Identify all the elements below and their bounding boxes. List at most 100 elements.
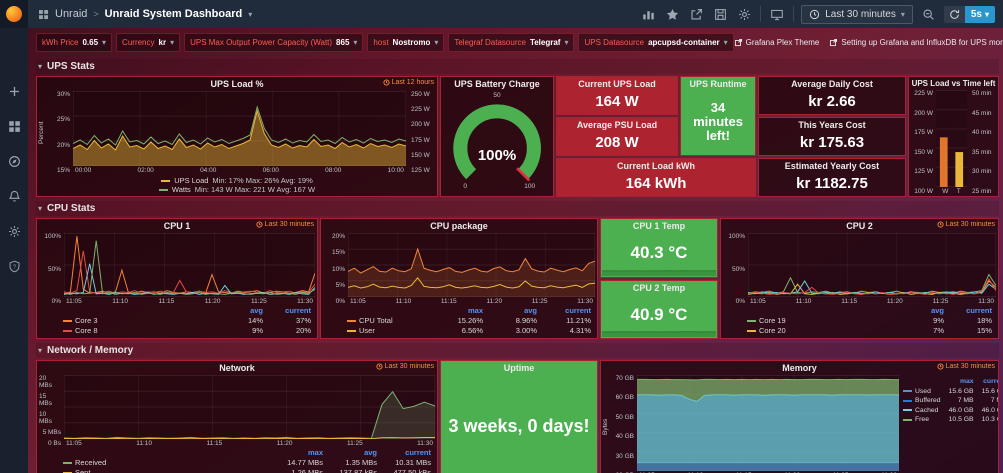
legend-header[interactable]: avg [364,448,377,457]
sidebar-item-help[interactable]: ? [3,255,25,277]
panel-title[interactable]: Current Load kWh [617,161,695,171]
grafana-logo[interactable] [0,0,28,28]
clock-icon [810,9,820,19]
dashboard-link[interactable]: Grafana Plex Theme [734,38,819,47]
add-panel-icon [643,10,655,19]
sidebar: ? [0,28,28,473]
legend-series[interactable]: Sent [63,468,269,473]
clock-icon [937,221,944,228]
ups-vs-time-chart[interactable] [936,90,967,187]
legend-header[interactable]: current [983,378,998,385]
y-tick: 100% [44,233,61,240]
legend-series[interactable]: Core 19 [747,316,896,326]
legend-max: 46.0 GB [948,406,974,414]
panel-title[interactable]: Uptime [503,363,535,373]
template-variable[interactable]: Telegraf Datasource Telegraf ▾ [448,32,575,52]
template-variable[interactable]: kWh Price 0.65 ▾ [36,32,113,52]
legend-series[interactable]: Free [903,415,941,425]
legend-header[interactable]: max [959,378,974,385]
legend-header[interactable]: current [405,448,431,457]
legend-series[interactable]: Core 20 [747,326,896,336]
panel-title[interactable]: UPS Load vs Time left [911,79,996,88]
time-range-picker[interactable]: Last 30 minutes ▾ [801,4,913,24]
legend-stats: Min: 143 W Max: 221 W Avg: 167 W [194,185,316,194]
network-chart[interactable] [64,375,435,439]
row-header-cpu-stats[interactable]: ▾ CPU Stats [36,201,999,216]
panel-title[interactable]: Network Last 30 minutes [219,363,434,373]
add-panel-button[interactable] [640,6,657,23]
save-button[interactable] [712,6,729,23]
favorite-button[interactable] [664,6,681,23]
legend-header[interactable]: current [285,306,311,315]
cpu1-chart[interactable] [64,233,315,297]
legend-table: avg current Core 19 9% 18% Core 20 7% 15% [721,306,998,338]
breadcrumb-folder[interactable]: Unraid [55,8,88,20]
clock-icon [937,363,944,370]
row-header-ups-stats[interactable]: ▾ UPS Stats [36,59,999,74]
sidebar-item-configuration[interactable] [3,220,25,242]
panel-title[interactable]: Memory Last 30 minutes [782,363,995,373]
legend-series[interactable]: Used [903,387,941,397]
panel-title[interactable]: UPS Battery Charge [454,79,540,89]
time-badge: Last 30 minutes [376,363,434,370]
legend-series[interactable]: Core 8 [63,326,215,336]
panel-title[interactable]: CPU 1 Temp [632,221,686,231]
legend-marker [63,462,72,464]
share-button[interactable] [688,6,705,23]
panel-memory: Memory Last 30 minutes Bytes 70 GB 60 GB 5… [600,360,999,473]
legend-series[interactable]: Buffered [903,396,941,406]
sidebar-item-alerting[interactable] [3,185,25,207]
panel-title[interactable]: CPU 1 Last 30 minutes [163,221,314,231]
template-variable[interactable]: Currency kr ▾ [116,32,181,52]
legend-series[interactable]: UPS Load [174,176,209,185]
legend-header[interactable]: max [467,306,483,315]
panel-title[interactable]: UPS Runtime [689,79,747,89]
panel-title[interactable]: This Years Cost [798,120,866,130]
sidebar-item-create[interactable] [3,80,25,102]
legend-header[interactable]: current [966,306,992,315]
panel-title[interactable]: Average Daily Cost [791,79,873,89]
chevron-down-icon[interactable]: ▾ [248,9,253,19]
y-tick: 10% [331,265,345,273]
memory-chart[interactable] [637,375,899,471]
breadcrumb-title[interactable]: Unraid System Dashboard [104,8,243,20]
panel-title[interactable]: CPU 2 Last 30 minutes [846,221,995,231]
legend-series[interactable]: Cached [903,406,941,416]
legend-header[interactable]: max [307,448,323,457]
panel-title[interactable]: CPU package [430,221,488,231]
legend-series[interactable]: User [347,326,429,336]
legend-series[interactable]: CPU Total [347,316,429,326]
panel-current-ups-load: Current UPS Load 164 W [556,76,678,115]
legend-header[interactable]: avg [524,306,537,315]
panel-title[interactable]: CPU 2 Temp [632,282,686,293]
legend-header[interactable]: current [565,306,591,315]
divider [760,6,762,22]
legend-series[interactable]: Core 3 [63,316,215,326]
dashboard-settings-button[interactable] [736,6,753,23]
template-variable[interactable]: host Nostromo ▾ [367,32,445,52]
row-header-network-memory[interactable]: ▾ Network / Memory [36,343,999,358]
legend-header[interactable]: avg [931,306,944,315]
refresh-interval-picker[interactable]: 5s ▾ [964,5,995,23]
y-axis-label: Percent [38,121,45,144]
panel-title[interactable]: UPS Load % Last 12 hours [210,79,434,89]
panel-title[interactable]: Estimated Yearly Cost [784,161,880,171]
zoom-out-button[interactable] [920,6,937,23]
panel-title[interactable]: Current UPS Load [578,79,656,89]
sidebar-item-dashboards[interactable] [3,115,25,137]
cpu2-chart[interactable] [748,233,996,297]
refresh-button[interactable] [943,5,965,23]
template-variable[interactable]: UPS Max Output Power Capacity (Watt) 865… [184,32,364,52]
cycle-view-button[interactable] [768,6,786,23]
cpu-package-chart[interactable] [348,233,595,297]
sidebar-item-explore[interactable] [3,150,25,172]
legend-series[interactable]: Watts [171,185,191,194]
dashboard-link[interactable]: Setting up Grafana and InfluxDB for UPS … [829,38,1003,47]
template-variable[interactable]: UPS Datasource apcupsd-container ▾ [578,32,734,52]
ups-load-chart[interactable] [73,91,406,166]
x-tick: 08:00 [325,167,342,174]
legend-header[interactable]: avg [250,306,263,315]
legend-series[interactable]: Received [63,458,269,468]
panel-title[interactable]: Average PSU Load [576,120,658,130]
